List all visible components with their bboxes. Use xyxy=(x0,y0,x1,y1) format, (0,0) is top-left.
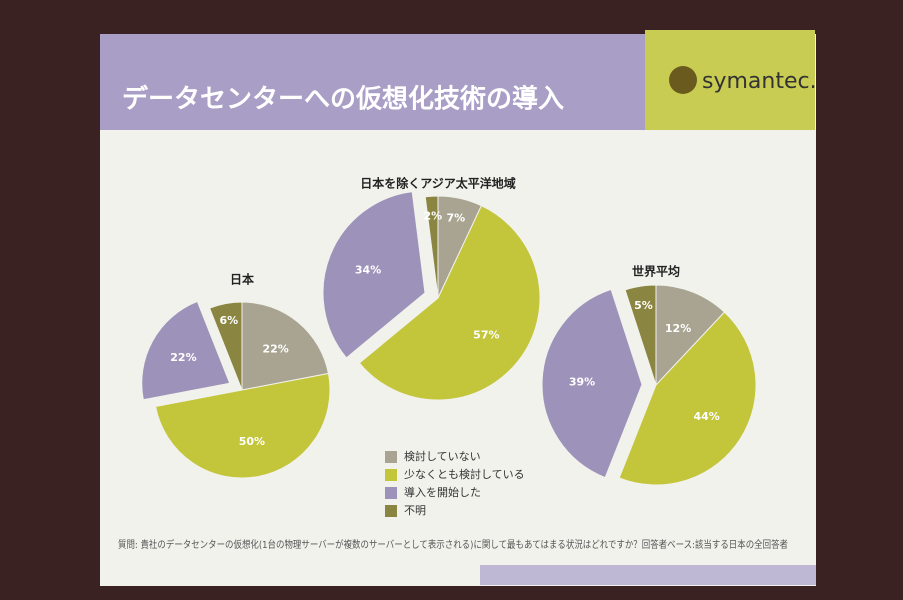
slice-label: 2% xyxy=(424,210,443,223)
footer-band xyxy=(480,565,816,585)
legend-label: 不明 xyxy=(404,504,426,517)
slice-label: 22% xyxy=(170,351,196,364)
header-band xyxy=(100,34,645,130)
chart-title: 世界平均 xyxy=(632,264,680,279)
legend-swatch xyxy=(385,487,397,499)
slice-label: 6% xyxy=(219,314,238,327)
slice-label: 50% xyxy=(239,435,265,448)
slide-title: データセンターへの仮想化技術の導入 xyxy=(122,84,564,115)
slice-label: 34% xyxy=(355,263,381,276)
legend-swatch xyxy=(385,451,397,463)
slice-label: 12% xyxy=(665,322,691,335)
pie-slice xyxy=(541,288,643,479)
pie-slice xyxy=(624,284,657,386)
pie-slice xyxy=(424,195,439,299)
legend-label: 少なくとも検討している xyxy=(404,467,525,481)
legend-label: 導入を開始した xyxy=(404,485,481,499)
slice-label: 7% xyxy=(446,211,465,224)
slice-label: 5% xyxy=(634,299,653,312)
pie-slice xyxy=(655,284,726,387)
pie-slice xyxy=(358,205,541,401)
pie-slice xyxy=(241,301,330,391)
pie-slice xyxy=(322,191,426,359)
footnote: 質問: 貴社のデータセンターの仮想化(1台の物理サーバーが複数のサーバーとして表… xyxy=(118,538,788,551)
pie-slice xyxy=(618,311,757,486)
pie-slice xyxy=(154,372,331,479)
slice-label: 57% xyxy=(473,329,499,342)
pie-slice xyxy=(208,301,243,391)
legend-swatch xyxy=(385,505,397,517)
logo-mark xyxy=(669,66,697,94)
slice-label: 39% xyxy=(569,376,595,389)
logo-text: symantec. xyxy=(702,69,817,94)
slice-label: 22% xyxy=(262,342,288,355)
pie-slice xyxy=(141,300,231,401)
chart-title: 日本 xyxy=(230,272,254,287)
legend-swatch xyxy=(385,469,397,481)
chart-title: 日本を除くアジア太平洋地域 xyxy=(360,176,516,191)
legend-label: 検討していない xyxy=(404,449,481,463)
slice-label: 44% xyxy=(693,410,719,423)
